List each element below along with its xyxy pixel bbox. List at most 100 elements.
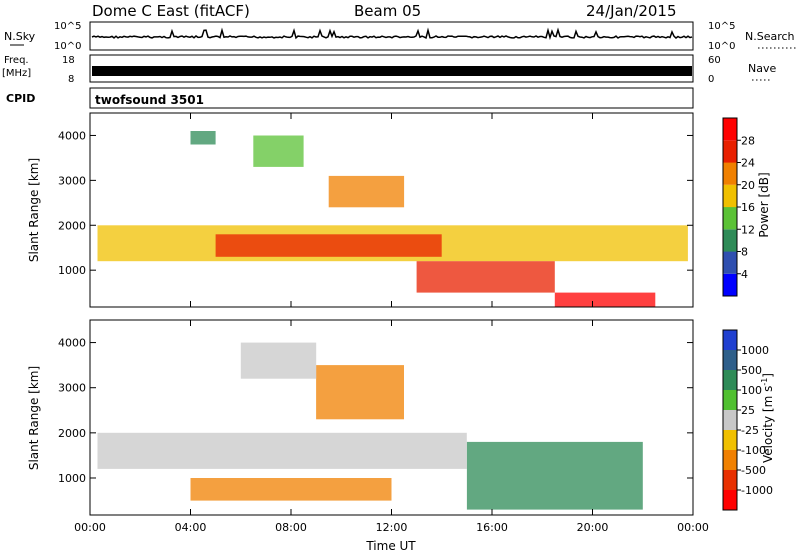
vel-colorbar-label-4: -25 xyxy=(741,424,759,437)
velocity-ylabel: Slant Range [km] xyxy=(27,366,41,470)
freq-band xyxy=(92,66,692,76)
power-colorbar-swatch-7 xyxy=(723,118,737,141)
nave-tick-bottom: 0 xyxy=(708,74,714,85)
vel-colorbar-label-7: -1000 xyxy=(741,484,773,497)
nsky-label: N.Sky xyxy=(4,30,36,43)
freq-tick-top: 18 xyxy=(62,55,75,66)
power-colorbar-swatch-4 xyxy=(723,184,737,208)
velocity-colorbar-label: Velocity [m s-1] xyxy=(760,373,775,463)
power-colorbar: 4 8 12 16 20 24 28 xyxy=(722,117,755,297)
nsearch-tick-bottom: 10^0 xyxy=(708,41,735,52)
power-region-2 xyxy=(328,175,405,208)
vel-region-0 xyxy=(97,432,467,469)
freq-unit: [MHz] xyxy=(2,68,31,79)
vel-xtick-label-4: 16:00 xyxy=(476,521,508,534)
power-ytick-label-2: 3000 xyxy=(58,174,86,187)
nave-tick-top: 60 xyxy=(708,55,721,66)
velocity-y-ticks: 1000 2000 3000 4000 xyxy=(58,337,693,485)
vel-xtick-label-5: 20:00 xyxy=(577,521,609,534)
cpid-label: CPID xyxy=(6,92,35,105)
vel-xtick-label-6: 00:00 xyxy=(677,521,709,534)
cpid-value: twofsound 3501 xyxy=(95,93,204,107)
vel-colorbar-swatch-3 xyxy=(723,430,737,450)
vel-colorbar-swatch-4 xyxy=(723,410,737,430)
power-colorbar-label-1: 8 xyxy=(741,246,748,259)
freq-tick-bottom: 8 xyxy=(68,74,74,85)
vel-colorbar-swatch-7 xyxy=(723,350,737,370)
station-title: Dome C East (fitACF) xyxy=(92,2,250,20)
power-colorbar-swatch-6 xyxy=(723,140,737,163)
nsky-tick-bottom: 10^0 xyxy=(54,41,81,52)
power-ytick-label-0: 1000 xyxy=(58,264,86,277)
vel-colorbar-label-3: 25 xyxy=(741,404,755,417)
velocity-xlabel: Time UT xyxy=(365,539,416,553)
power-ytick-label-3: 4000 xyxy=(58,129,86,142)
vel-colorbar-label-5: -100 xyxy=(741,444,766,457)
vel-colorbar-label-1: 500 xyxy=(741,364,762,377)
power-marks xyxy=(97,131,688,307)
power-ylabel: Slant Range [km] xyxy=(27,158,41,262)
vel-region-1 xyxy=(190,478,392,501)
nave-label: Nave xyxy=(748,62,776,75)
power-ytick-label-1: 2000 xyxy=(58,219,86,232)
velocity-colorbar-label-close: ] xyxy=(761,373,775,378)
vel-ytick-label-3: 4000 xyxy=(58,337,86,350)
date-title: 24/Jan/2015 xyxy=(586,2,677,20)
nsky-line xyxy=(91,27,693,41)
power-region-6 xyxy=(190,131,216,145)
power-panel: 1000 2000 3000 4000 Slant Range [km] xyxy=(27,112,694,308)
power-colorbar-label-3: 16 xyxy=(741,201,755,214)
vel-colorbar-label-2: 100 xyxy=(741,384,762,397)
power-colorbar-swatch-2 xyxy=(723,229,737,252)
velocity-colorbar-label-sup: -1 xyxy=(760,378,769,386)
vel-xtick-label-1: 04:00 xyxy=(175,521,207,534)
vel-colorbar-swatch-6 xyxy=(723,370,737,390)
power-colorbar-label: Power [dB] xyxy=(757,172,771,237)
power-region-4 xyxy=(554,292,656,307)
vel-colorbar-swatch-0 xyxy=(723,490,737,510)
vel-xtick-label-2: 08:00 xyxy=(275,521,307,534)
cpid-row: CPID twofsound 3501 xyxy=(6,87,694,109)
velocity-panel: 1000 2000 3000 4000 00:00 04:00 08:00 12:00 16:… xyxy=(27,319,709,553)
power-colorbar-label-2: 12 xyxy=(741,223,755,236)
vel-region-3 xyxy=(316,365,404,420)
power-region-3 xyxy=(416,261,555,293)
power-colorbar-swatch-1 xyxy=(723,251,737,274)
vel-xtick-label-0: 00:00 xyxy=(74,521,106,534)
vel-xtick-label-3: 12:00 xyxy=(376,521,408,534)
vel-region-4 xyxy=(240,342,317,379)
beam-title: Beam 05 xyxy=(354,2,421,20)
nsearch-label: N.Search xyxy=(745,30,795,43)
vel-colorbar-label-0: 1000 xyxy=(741,344,769,357)
power-region-5 xyxy=(253,135,304,167)
nsky-trace xyxy=(91,27,693,41)
power-colorbar-label-6: 28 xyxy=(741,134,755,147)
power-y-ticks: 1000 2000 3000 4000 xyxy=(58,129,693,277)
nsearch-tick-top: 10^5 xyxy=(708,21,735,32)
vel-ytick-label-0: 1000 xyxy=(58,472,86,485)
velocity-marks xyxy=(97,342,643,510)
freq-panel: Freq. [MHz] 18 8 60 0 Nave xyxy=(2,54,776,85)
power-x-ticks xyxy=(89,113,694,307)
velocity-colorbar-label-main: Velocity [m s xyxy=(761,386,775,463)
freq-label: Freq. xyxy=(4,55,29,66)
vel-colorbar-swatch-1 xyxy=(723,470,737,490)
power-region-1 xyxy=(215,234,442,257)
velocity-x-ticks: 00:00 04:00 08:00 12:00 16:00 20:00 00:00 xyxy=(74,320,709,534)
vel-region-2 xyxy=(466,441,643,510)
vel-colorbar-swatch-5 xyxy=(723,390,737,410)
vel-colorbar-swatch-2 xyxy=(723,450,737,470)
vel-colorbar-frame xyxy=(722,329,738,511)
power-colorbar-label-0: 4 xyxy=(741,268,748,281)
vel-colorbar-label-6: -500 xyxy=(741,464,766,477)
power-colorbar-swatch-0 xyxy=(723,273,737,297)
velocity-colorbar: 1000 500 100 25 -25 -100 -500 -1000 xyxy=(722,329,773,511)
power-colorbar-label-4: 20 xyxy=(741,179,755,192)
power-colorbar-swatch-5 xyxy=(723,162,737,185)
power-colorbar-label-5: 24 xyxy=(741,157,755,170)
vel-colorbar-swatch-8 xyxy=(723,330,737,350)
vel-ytick-label-1: 2000 xyxy=(58,427,86,440)
nsky-tick-top: 10^5 xyxy=(54,21,81,32)
vel-ytick-label-2: 3000 xyxy=(58,382,86,395)
